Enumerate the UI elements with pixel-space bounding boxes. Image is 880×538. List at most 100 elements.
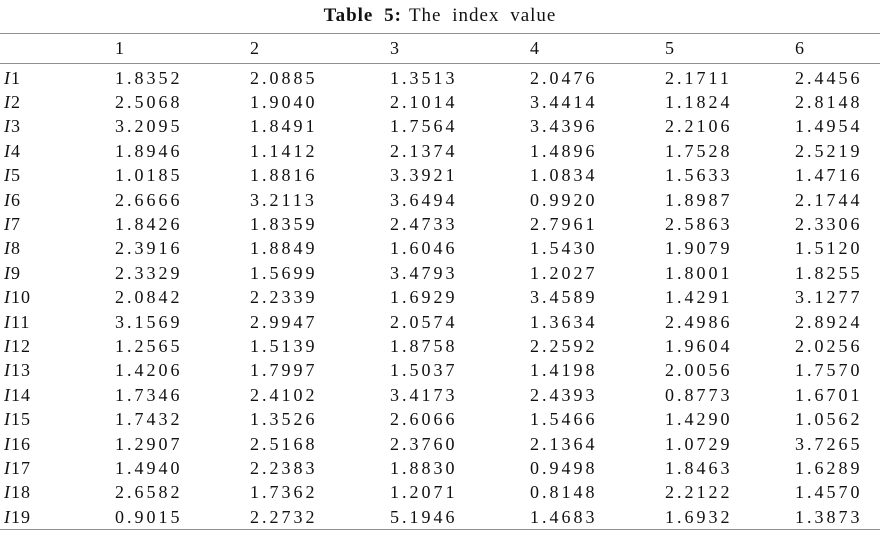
row-label: I14 <box>0 383 115 407</box>
row-label-number: 19 <box>11 506 31 527</box>
value-cell: 2.1711 <box>665 67 732 88</box>
row-label-prefix: I <box>4 433 11 454</box>
value-cell: 1.0729 <box>665 433 733 454</box>
table-row: I11 3.1569 2.9947 2.0574 1.3634 2.4986 2.8924 <box>0 310 880 334</box>
table-row: I7 1.8426 1.8359 2.4733 2.7961 2.5863 2.3306 <box>0 212 880 236</box>
value-cell: 1.7346 <box>115 384 183 405</box>
value-cell: 2.1374 <box>390 140 458 161</box>
value-cell: 1.7564 <box>390 116 458 137</box>
value-cell: 1.6701 <box>795 384 863 405</box>
value-cell: 1.3513 <box>390 67 458 88</box>
table-caption-text: The index value <box>408 5 557 26</box>
value-cell: 2.3916 <box>115 238 183 259</box>
value-cell: 1.5139 <box>250 335 318 356</box>
value-cell: 1.5120 <box>795 238 863 259</box>
value-cell: 1.8463 <box>665 457 733 478</box>
row-label-number: 16 <box>11 433 31 454</box>
value-cell: 5.1946 <box>390 506 458 527</box>
value-cell: 1.4954 <box>795 116 863 137</box>
value-cell: 0.9920 <box>530 189 598 210</box>
row-label: I7 <box>0 212 115 236</box>
value-cell: 1.8491 <box>250 116 318 137</box>
value-cell: 2.4733 <box>390 214 458 235</box>
value-cell: 2.2106 <box>665 116 733 137</box>
row-label-prefix: I <box>4 116 11 137</box>
value-cell: 2.6666 <box>115 189 183 210</box>
value-cell: 1.4683 <box>530 506 598 527</box>
value-cell: 2.4102 <box>250 384 318 405</box>
value-cell: 2.5168 <box>250 433 318 454</box>
row-label-prefix: I <box>4 165 11 186</box>
value-cell: 2.0842 <box>115 287 183 308</box>
value-cell: 2.3760 <box>390 433 458 454</box>
row-label: I9 <box>0 261 115 285</box>
value-cell: 3.6494 <box>390 189 458 210</box>
table-row: I14 1.7346 2.4102 3.4173 2.4393 0.8773 1.6701 <box>0 383 880 407</box>
table-row: I2 2.5068 1.9040 2.1014 3.4414 1.1824 2.8148 <box>0 90 880 114</box>
value-cell: 1.3526 <box>250 409 318 430</box>
value-cell: 3.2095 <box>115 116 183 137</box>
value-cell: 2.2122 <box>665 482 733 503</box>
value-cell: 1.2565 <box>115 335 183 356</box>
row-label-number: 7 <box>11 214 21 235</box>
value-cell: 1.4206 <box>115 360 183 381</box>
value-cell: 3.4396 <box>530 116 598 137</box>
row-label: I16 <box>0 432 115 456</box>
row-label-number: 12 <box>11 335 31 356</box>
value-cell: 2.4986 <box>665 311 733 332</box>
value-cell: 2.8924 <box>795 311 863 332</box>
row-label-number: 3 <box>11 116 21 137</box>
value-cell: 1.6932 <box>665 506 733 527</box>
table-row: I16 1.2907 2.5168 2.3760 2.1364 1.0729 3.7265 <box>0 432 880 456</box>
value-cell: 1.8359 <box>250 214 318 235</box>
row-label-prefix: I <box>4 287 11 308</box>
column-header: 2 <box>250 33 390 64</box>
row-label-prefix: I <box>4 409 11 430</box>
column-header: 4 <box>530 33 665 64</box>
row-label-number: 8 <box>11 238 21 259</box>
value-cell: 1.8352 <box>115 67 183 88</box>
table-row: I6 2.6666 3.2113 3.6494 0.9920 1.8987 2.1744 <box>0 188 880 212</box>
row-label-prefix: I <box>4 140 11 161</box>
row-label-number: 18 <box>11 482 31 503</box>
value-cell: 0.9498 <box>530 457 598 478</box>
value-cell: 1.3873 <box>795 506 863 527</box>
value-cell: 2.2592 <box>530 335 598 356</box>
column-header: 5 <box>665 33 795 64</box>
value-cell: 0.8773 <box>665 384 733 405</box>
row-label: I15 <box>0 407 115 431</box>
corner-cell <box>0 33 115 64</box>
value-cell: 2.5219 <box>795 140 863 161</box>
table-body: I1 1.8352 2.0885 1.3513 2.0476 2.1711 2.4456 I2… <box>0 64 880 530</box>
table-row: I8 2.3916 1.8849 1.6046 1.5430 1.9079 1.5120 <box>0 237 880 261</box>
table-row: I10 2.0842 2.2339 1.6929 3.4589 1.4291 3.1277 <box>0 286 880 310</box>
value-cell: 2.0885 <box>250 67 318 88</box>
value-cell: 1.2071 <box>390 482 458 503</box>
value-cell: 1.6289 <box>795 457 863 478</box>
table-caption: Table 5: The index value <box>0 0 880 33</box>
row-label: I19 <box>0 505 115 530</box>
value-cell: 1.5633 <box>665 165 733 186</box>
value-cell: 1.8946 <box>115 140 183 161</box>
value-cell: 1.8001 <box>665 262 733 283</box>
value-cell: 1.9604 <box>665 335 733 356</box>
row-label-number: 5 <box>11 165 21 186</box>
table-row: I5 1.0185 1.8816 3.3921 1.0834 1.5633 1.4716 <box>0 164 880 188</box>
value-cell: 1.8987 <box>665 189 733 210</box>
value-cell: 2.6582 <box>115 482 183 503</box>
row-label: I11 <box>0 310 115 334</box>
value-cell: 1.7997 <box>250 360 318 381</box>
row-label: I13 <box>0 359 115 383</box>
value-cell: 2.1014 <box>390 92 458 113</box>
value-cell: 3.4589 <box>530 287 598 308</box>
row-label-number: 2 <box>11 92 21 113</box>
table-row: I4 1.8946 1.1412 2.1374 1.4896 1.7528 2.5219 <box>0 139 880 163</box>
value-cell: 2.9947 <box>250 311 318 332</box>
value-cell: 0.9015 <box>115 506 183 527</box>
value-cell: 2.2732 <box>250 506 318 527</box>
value-cell: 1.7570 <box>795 360 863 381</box>
row-label-number: 11 <box>11 311 31 332</box>
value-cell: 1.3634 <box>530 311 598 332</box>
value-cell: 1.4290 <box>665 409 733 430</box>
